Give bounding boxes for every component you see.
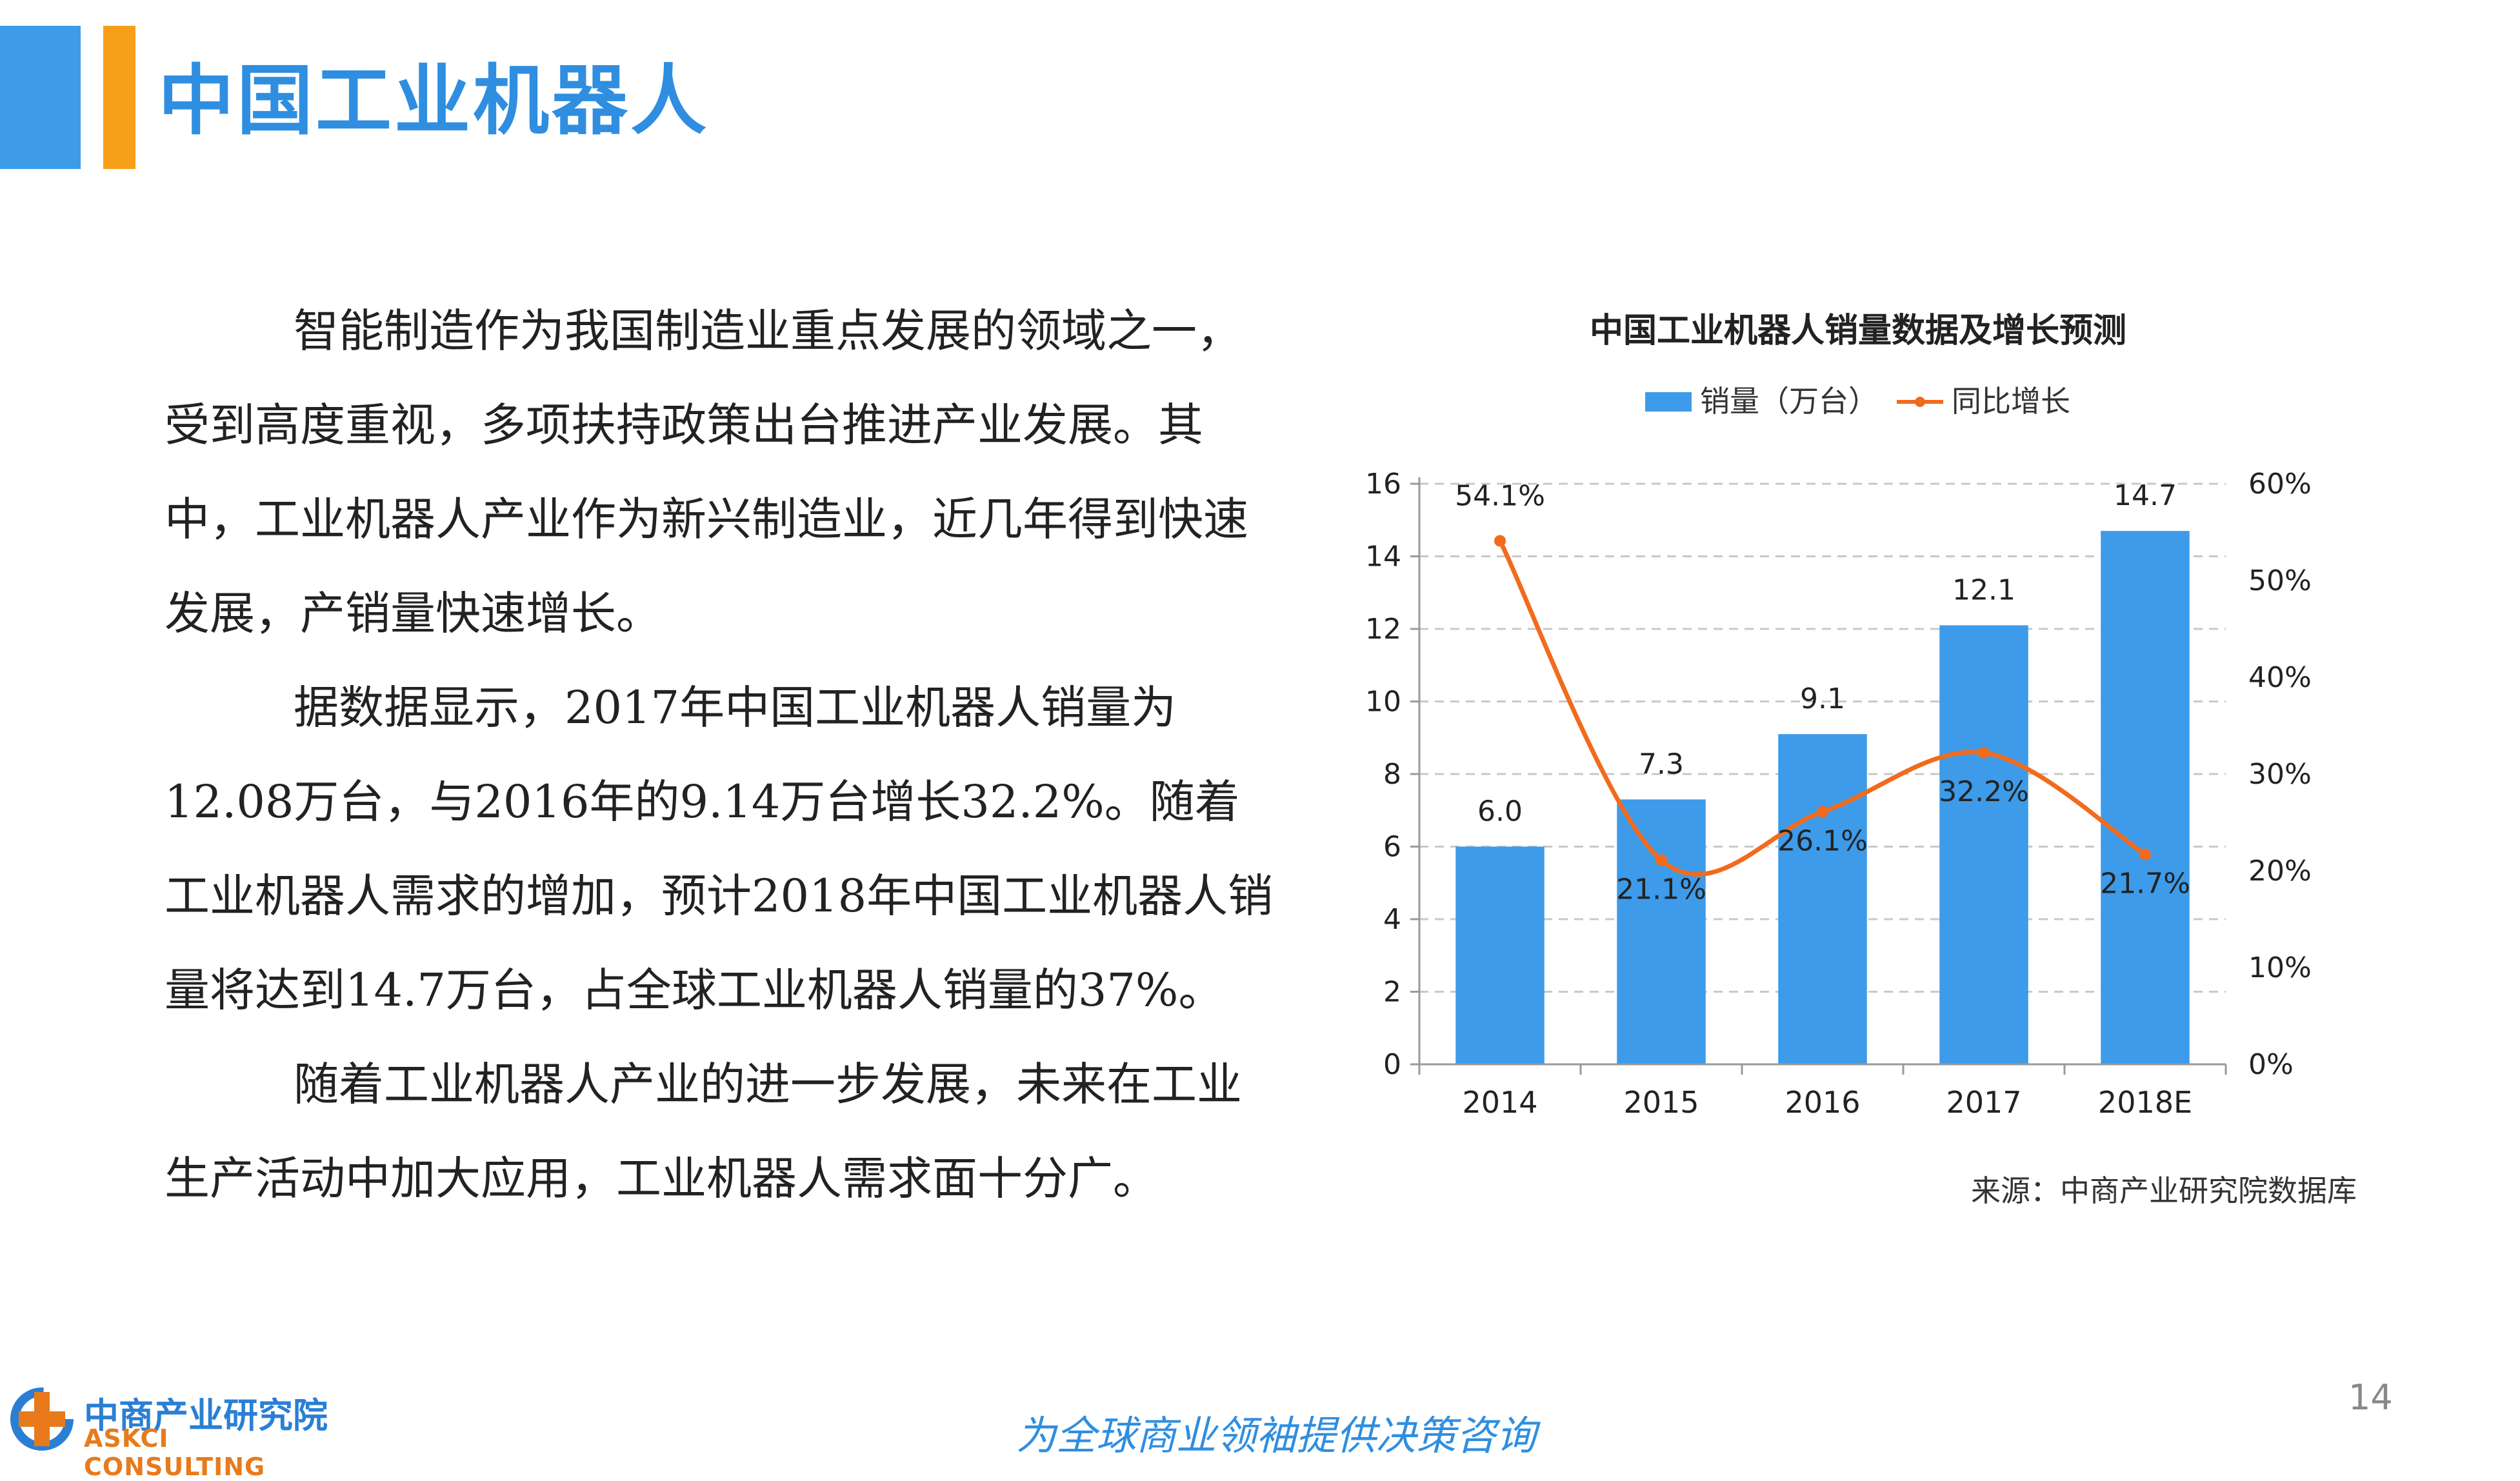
x-category-label: 2017 bbox=[1946, 1085, 2021, 1120]
y-right-tick-label: 30% bbox=[2248, 758, 2312, 791]
chart-title: 中国工业机器人销量数据及增长预测 bbox=[1590, 312, 2126, 350]
bar bbox=[2101, 531, 2190, 1064]
x-category-label: 2014 bbox=[1462, 1085, 1537, 1120]
growth-value-label: 21.7% bbox=[2100, 868, 2190, 900]
y-left-tick-label: 14 bbox=[1365, 541, 1401, 573]
logo-text-en: ASKCI CONSULTING bbox=[84, 1424, 266, 1481]
growth-value-label: 21.1% bbox=[1616, 873, 1706, 906]
paragraph-1: 智能制造作为我国制造业重点发展的领域之一，受到高度重视，多项扶持政策出台推进产业… bbox=[165, 304, 1248, 640]
growth-point bbox=[2139, 848, 2151, 860]
header-accent-blue bbox=[0, 26, 81, 169]
legend-label-line: 同比增长 bbox=[1952, 384, 2070, 419]
bar bbox=[1455, 846, 1545, 1064]
y-right-tick-label: 60% bbox=[2248, 468, 2312, 501]
growth-value-label: 26.1% bbox=[1777, 825, 1868, 858]
paragraph-3: 随着工业机器人产业的进一步发展，未来在工业生产活动中加大应用，工业机器人需求面十… bbox=[165, 1058, 1242, 1205]
y-left-tick-label: 12 bbox=[1365, 613, 1401, 646]
y-left-tick-label: 0 bbox=[1383, 1048, 1401, 1081]
y-right-tick-label: 50% bbox=[2248, 564, 2312, 597]
y-left-tick-label: 16 bbox=[1365, 468, 1401, 501]
y-right-tick-label: 0% bbox=[2248, 1048, 2294, 1081]
growth-value-label: 54.1% bbox=[1455, 480, 1545, 513]
legend-swatch-bar bbox=[1645, 392, 1692, 412]
chart-labels: 6.0 7.3 9.1 12.1 14.7 54.1% 21.1% 26.1% 32.2% 21.… bbox=[1455, 479, 2190, 906]
company-logo: 中商产业研究院 ASKCI CONSULTING bbox=[10, 1387, 345, 1481]
logo-icon bbox=[10, 1387, 74, 1451]
chart-line bbox=[1494, 535, 2151, 877]
page-number: 14 bbox=[2348, 1377, 2393, 1418]
x-category-label: 2018E bbox=[2098, 1085, 2192, 1120]
legend-swatch-marker bbox=[1915, 397, 1925, 407]
y-left-tick-label: 8 bbox=[1383, 758, 1401, 791]
source-note: 来源：中商产业研究院数据库 bbox=[1971, 1173, 2357, 1208]
logo-text-cn: 中商产业研究院 bbox=[84, 1395, 328, 1436]
y-right-tick-label: 40% bbox=[2248, 661, 2312, 694]
page-title: 中国工业机器人 bbox=[158, 56, 710, 145]
bar-value-label: 9.1 bbox=[1800, 682, 1845, 715]
body-text: 智能制造作为我国制造业重点发展的领域之一，受到高度重视，多项扶持政策出台推进产业… bbox=[165, 284, 1274, 1226]
growth-line bbox=[1497, 539, 2146, 877]
growth-value-label: 32.2% bbox=[1939, 775, 2029, 808]
growth-point bbox=[1655, 854, 1667, 866]
chart-axes: 0 2 4 6 8 10 12 14 16 0% 10% 20% 30% 40% 50% 60% 2014 201… bbox=[1365, 468, 2312, 1120]
y-left-tick-label: 6 bbox=[1383, 831, 1401, 864]
header-accent-orange bbox=[103, 26, 135, 169]
x-category-label: 2016 bbox=[1785, 1085, 1860, 1120]
x-category-label: 2015 bbox=[1623, 1085, 1699, 1120]
bar-value-label: 7.3 bbox=[1639, 748, 1684, 780]
footer-slogan: 为全球商业领袖提供决策咨询 bbox=[1016, 1412, 1537, 1459]
y-left-tick-label: 2 bbox=[1383, 976, 1401, 1009]
y-right-tick-label: 20% bbox=[2248, 855, 2312, 888]
chart-legend: 销量（万台） 同比增长 bbox=[1645, 384, 2070, 419]
paragraph-2: 据数据显示，2017年中国工业机器人销量为12.08万台，与2016年的9.14… bbox=[165, 681, 1274, 1017]
legend-label-bar: 销量（万台） bbox=[1700, 384, 1878, 419]
y-left-tick-label: 10 bbox=[1365, 686, 1401, 719]
bar-value-label: 6.0 bbox=[1477, 795, 1523, 828]
chart-svg: 中国工业机器人销量数据及增长预测 销量（万台） 同比增长 0 2 4 6 8 10 12 14… bbox=[1365, 312, 2312, 1120]
bar bbox=[1778, 734, 1867, 1064]
growth-point bbox=[1494, 535, 1506, 547]
y-left-tick-label: 4 bbox=[1383, 903, 1401, 936]
y-right-tick-label: 10% bbox=[2248, 951, 2312, 984]
sales-chart: 中国工业机器人销量数据及增长预测 销量（万台） 同比增长 0 2 4 6 8 10 12 14… bbox=[1277, 290, 2439, 1226]
growth-point bbox=[1817, 806, 1828, 818]
bar bbox=[1617, 799, 1706, 1064]
bar-value-label: 12.1 bbox=[1952, 573, 2015, 606]
bar bbox=[1939, 625, 2028, 1064]
chart-bars bbox=[1455, 531, 2190, 1064]
bar-value-label: 14.7 bbox=[2114, 479, 2177, 512]
growth-point bbox=[1978, 747, 1990, 759]
